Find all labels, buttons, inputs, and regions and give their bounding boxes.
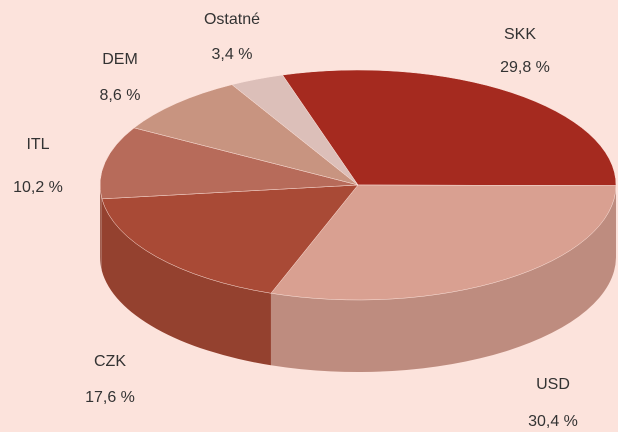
slice-label: CZK — [94, 353, 126, 370]
slice — [99, 127, 359, 200]
slice-label: ITL — [26, 136, 49, 153]
slice-side-shade — [100, 185, 102, 271]
value-label: 10,2 % — [13, 179, 63, 196]
slice-label: USD — [536, 376, 570, 393]
value-label: 3,4 % — [212, 46, 253, 63]
slice — [270, 184, 617, 301]
slice — [231, 74, 359, 186]
value-label: 30,4 % — [528, 413, 578, 430]
value-label: 29,8 % — [500, 59, 550, 76]
slice — [101, 184, 359, 294]
slice-label: Ostatné — [204, 11, 260, 28]
slice-side — [270, 185, 616, 372]
value-label: 17,6 % — [85, 389, 135, 406]
slice-label: SKK — [504, 26, 536, 43]
slice-side-shade — [101, 198, 271, 366]
slice-side — [100, 185, 102, 271]
value-label: 8,6 % — [100, 87, 141, 104]
slice-label: DEM — [102, 51, 138, 68]
slice — [282, 69, 617, 186]
slice — [133, 84, 359, 186]
slice-side — [101, 198, 271, 366]
slice-side-shade — [270, 185, 616, 372]
